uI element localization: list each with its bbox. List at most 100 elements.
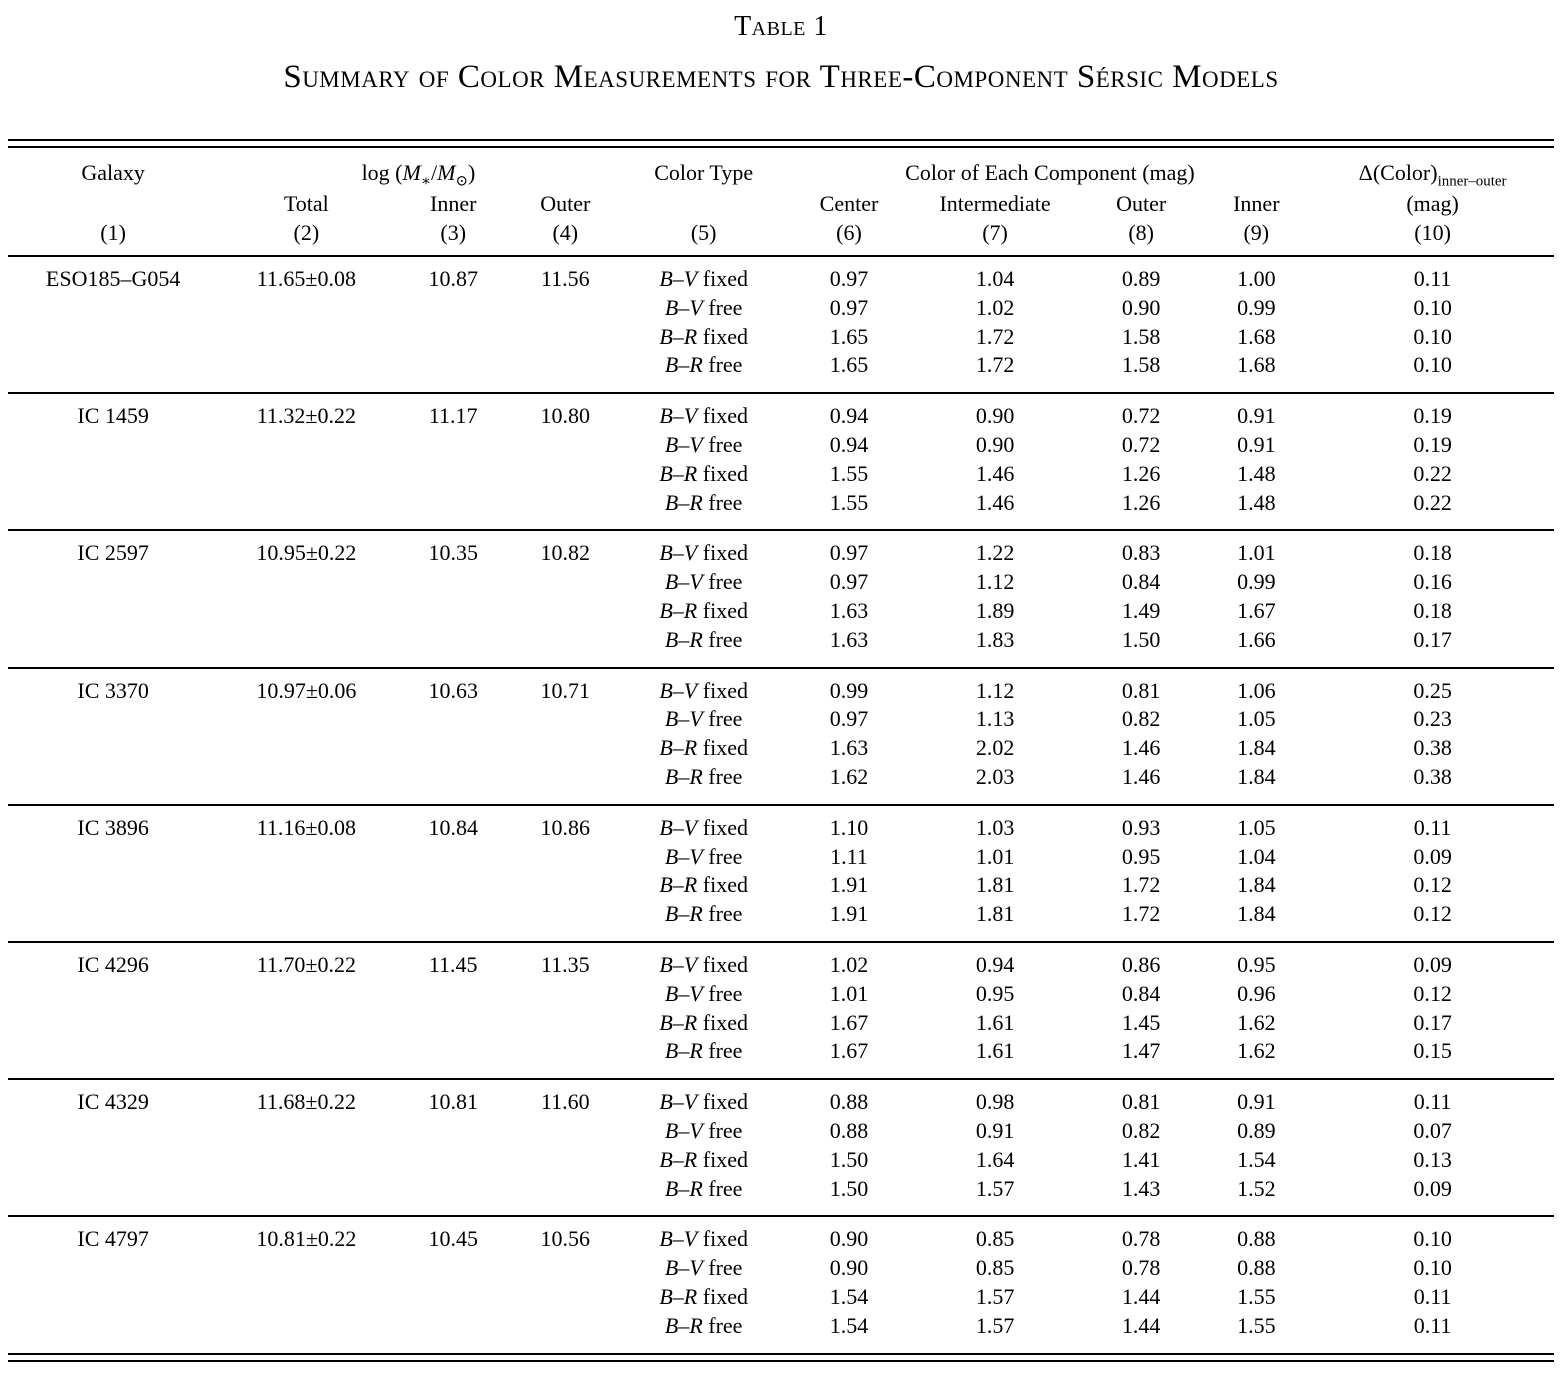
table-row: IC 3896 11.16±0.08 10.84 10.86 B–V fixed 1.10…	[8, 805, 1554, 843]
col-header-inner: Inner	[430, 191, 477, 216]
col-number: (8)	[1128, 220, 1154, 245]
color-type: B–V fixed	[659, 403, 748, 429]
table-row: B–R free 1.67 1.61 1.47 1.62 0.15	[8, 1037, 1554, 1079]
inner-color-value: 1.84	[1237, 872, 1276, 898]
inner-color-value: 1.67	[1237, 597, 1276, 623]
delta-color-value: 0.11	[1413, 1089, 1452, 1115]
color-band: B–R	[659, 1283, 698, 1309]
log-mass-total: 11.16±0.08	[256, 814, 356, 840]
delta-color-value: 0.17	[1413, 626, 1452, 652]
log-mass-outer: 10.56	[540, 1226, 591, 1252]
col-header-outer: Outer	[540, 191, 591, 216]
log-mass-outer: 10.86	[540, 814, 591, 840]
color-type: B–V fixed	[659, 677, 748, 703]
col-group-logmass: log (M∗/M⊙)	[218, 148, 618, 189]
center-color-value: 1.91	[829, 901, 869, 927]
color-type: B–V free	[664, 569, 743, 595]
table-row: B–V free 0.97 1.13 0.82 1.05 0.23	[8, 705, 1554, 734]
outer-color-value: 1.58	[1121, 323, 1161, 349]
log-mass-total: 10.81±0.22	[256, 1226, 357, 1252]
outer-color-value: 0.78	[1121, 1226, 1161, 1252]
center-color-value: 0.97	[829, 266, 869, 291]
color-type: B–R fixed	[659, 872, 748, 898]
color-type: B–R fixed	[659, 460, 748, 486]
inner-color-value: 1.54	[1237, 1146, 1276, 1172]
color-band: B–R	[664, 352, 703, 378]
table-row: B–R free 1.54 1.57 1.44 1.55 0.11	[8, 1312, 1554, 1353]
color-band: B–R	[664, 1038, 703, 1064]
outer-color-value: 0.89	[1121, 266, 1161, 291]
color-band: B–V	[664, 843, 703, 869]
table-row: B–V free 0.97 1.12 0.84 0.99 0.16	[8, 568, 1554, 597]
mass-symbol: M	[402, 160, 421, 185]
delta-color-value: 0.12	[1413, 872, 1452, 898]
color-band: B–V	[659, 540, 698, 566]
intermediate-color-value: 1.46	[975, 460, 1015, 486]
header-spacer	[619, 189, 789, 218]
table-row: B–R fixed 1.91 1.81 1.72 1.84 0.12	[8, 871, 1554, 900]
color-band: B–V	[664, 1117, 703, 1143]
table-container: Galaxy log (M∗/M⊙) Color Type Color of E…	[8, 139, 1554, 1362]
inner-outer-subscript: inner–outer	[1437, 173, 1507, 190]
intermediate-color-value: 0.94	[975, 951, 1015, 977]
color-band: B–R	[664, 1312, 703, 1338]
log-mass-inner: 10.45	[428, 1226, 478, 1252]
center-color-value: 1.50	[829, 1175, 869, 1201]
center-color-value: 1.50	[829, 1146, 869, 1172]
outer-color-value: 0.78	[1121, 1255, 1161, 1281]
outer-color-value: 0.81	[1121, 677, 1161, 703]
table-row: B–V free 0.94 0.90 0.72 0.91 0.19	[8, 431, 1554, 460]
table-row: B–V free 0.88 0.91 0.82 0.89 0.07	[8, 1117, 1554, 1146]
center-color-value: 1.62	[829, 763, 869, 789]
log-mass-total: 10.97±0.06	[256, 677, 357, 703]
inner-color-value: 0.95	[1237, 951, 1276, 977]
outer-color-value: 1.41	[1121, 1146, 1161, 1172]
intermediate-color-value: 0.85	[975, 1255, 1015, 1281]
color-type: B–R free	[664, 626, 743, 652]
delta-color-value: 0.10	[1413, 1255, 1452, 1281]
delta-color-value: 0.11	[1413, 266, 1452, 291]
table-row: B–R free 1.50 1.57 1.43 1.52 0.09	[8, 1175, 1554, 1217]
table-title: Table 1	[734, 11, 828, 42]
center-color-value: 1.67	[829, 1038, 869, 1064]
color-type: B–R free	[664, 1038, 743, 1064]
inner-color-value: 0.88	[1237, 1255, 1276, 1281]
color-band: B–R	[664, 901, 703, 927]
table-subtitle: Summary of Color Measurements for Three-…	[283, 59, 1279, 95]
inner-color-value: 1.00	[1237, 266, 1276, 291]
outer-color-value: 1.58	[1121, 352, 1161, 378]
color-type: B–R free	[664, 763, 743, 789]
color-band: B–V	[659, 266, 698, 291]
table-row: B–R fixed 1.65 1.72 1.58 1.68 0.10	[8, 323, 1554, 352]
delta-color-value: 0.19	[1413, 403, 1452, 429]
galaxy-block: IC 3370 10.97±0.06 10.63 10.71 B–V fixed 0.99…	[8, 667, 1554, 805]
table-row: B–R fixed 1.67 1.61 1.45 1.62 0.17	[8, 1009, 1554, 1038]
delta-color-value: 0.18	[1413, 597, 1452, 623]
color-band: B–R	[659, 735, 698, 761]
color-type: B–V fixed	[659, 540, 748, 566]
col-header-intermediate: Intermediate	[939, 191, 1051, 216]
intermediate-color-value: 1.89	[975, 597, 1015, 623]
center-color-value: 1.63	[829, 626, 869, 652]
center-color-value: 1.67	[829, 1009, 869, 1035]
color-type: B–R fixed	[659, 735, 748, 761]
galaxy-block: IC 4797 10.81±0.22 10.45 10.56 B–V fixed 0.90…	[8, 1216, 1554, 1352]
outer-color-value: 1.44	[1121, 1283, 1161, 1309]
color-type: B–V free	[664, 1117, 743, 1143]
outer-color-value: 0.81	[1121, 1089, 1161, 1115]
center-color-value: 0.97	[829, 569, 869, 595]
outer-color-value: 1.50	[1121, 626, 1161, 652]
color-type: B–V free	[664, 431, 743, 457]
color-type: B–V fixed	[659, 1226, 748, 1252]
header-spacer	[8, 189, 218, 218]
intermediate-color-value: 1.61	[975, 1038, 1015, 1064]
table-row: B–V free 0.90 0.85 0.78 0.88 0.10	[8, 1254, 1554, 1283]
inner-color-value: 0.88	[1237, 1226, 1276, 1252]
intermediate-color-value: 1.64	[975, 1146, 1015, 1172]
col-number: (10)	[1414, 220, 1451, 245]
inner-color-value: 1.84	[1237, 763, 1276, 789]
intermediate-color-value: 1.81	[975, 901, 1015, 927]
col-header-galaxy: Galaxy	[81, 160, 145, 185]
col-number: (4)	[552, 220, 579, 245]
intermediate-color-value: 1.72	[975, 352, 1015, 378]
